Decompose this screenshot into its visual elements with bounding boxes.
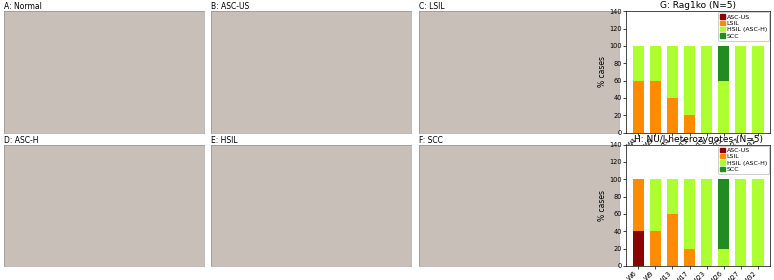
Bar <box>701 46 712 132</box>
Y-axis label: % cases: % cases <box>598 190 607 221</box>
Legend: ASC-US, LSIL, HSIL (ASC-H), SCC: ASC-US, LSIL, HSIL (ASC-H), SCC <box>718 12 769 41</box>
Legend: ASC-US, LSIL, HSIL (ASC-H), SCC: ASC-US, LSIL, HSIL (ASC-H), SCC <box>718 146 769 174</box>
Bar <box>667 214 678 266</box>
Bar <box>752 46 764 132</box>
Bar <box>718 249 729 266</box>
Bar <box>667 46 678 98</box>
Bar <box>650 231 661 266</box>
Title: G: Rag1ko (N=5): G: Rag1ko (N=5) <box>660 1 736 10</box>
Text: C: LSIL: C: LSIL <box>419 2 444 11</box>
Bar <box>735 46 746 132</box>
Bar <box>684 115 695 132</box>
Bar <box>650 81 661 132</box>
Bar <box>752 179 764 266</box>
Bar <box>684 179 695 249</box>
Bar <box>718 81 729 132</box>
Bar <box>667 179 678 214</box>
Bar <box>650 46 661 81</box>
Text: B: ASC-US: B: ASC-US <box>211 2 249 11</box>
Text: F: SCC: F: SCC <box>419 136 443 144</box>
Bar <box>735 179 746 266</box>
Bar <box>667 98 678 132</box>
Bar <box>650 179 661 231</box>
Bar <box>684 249 695 266</box>
Text: A: Normal: A: Normal <box>4 2 42 11</box>
Bar <box>632 179 644 231</box>
Bar <box>684 46 695 115</box>
Title: H: NU/J heterozygotes (N=5): H: NU/J heterozygotes (N=5) <box>634 135 762 144</box>
Text: E: HSIL: E: HSIL <box>211 136 238 144</box>
Bar <box>701 179 712 266</box>
X-axis label: Weeks post infection: Weeks post infection <box>659 154 738 163</box>
Bar <box>718 179 729 249</box>
Bar <box>632 46 644 81</box>
Y-axis label: % cases: % cases <box>598 56 607 87</box>
Bar <box>632 231 644 266</box>
Bar <box>632 81 644 132</box>
Text: D: ASC-H: D: ASC-H <box>4 136 39 144</box>
Bar <box>718 46 729 81</box>
